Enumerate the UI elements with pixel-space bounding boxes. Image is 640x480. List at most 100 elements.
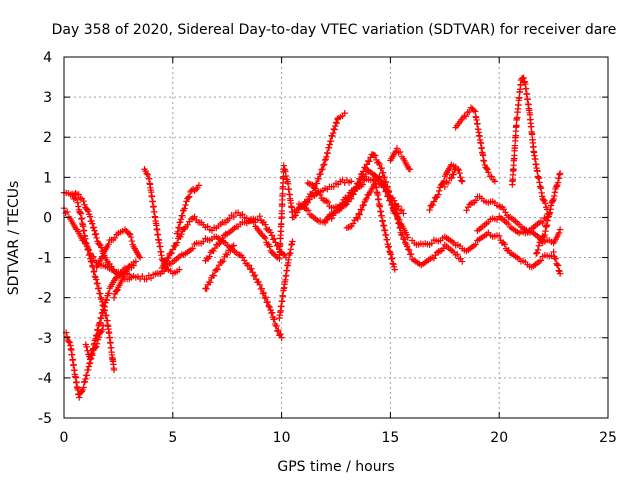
data-point: [113, 287, 120, 294]
data-point: [392, 205, 400, 212]
data-point: [546, 209, 554, 216]
data-point: [179, 212, 186, 219]
data-point: [429, 201, 437, 209]
data-point: [516, 94, 523, 101]
data-point: [265, 302, 272, 310]
data-point: [393, 209, 401, 217]
data-point: [407, 250, 415, 258]
data-point: [324, 150, 331, 157]
data-point: [346, 223, 354, 231]
data-point: [98, 298, 106, 305]
grid-layer: [64, 57, 608, 418]
data-point: [330, 183, 338, 190]
y-tick-label: 1: [43, 170, 52, 186]
data-point: [385, 192, 392, 199]
series-prn-f: [93, 226, 144, 271]
data-point: [195, 182, 203, 189]
data-point: [91, 227, 98, 234]
data-point: [86, 251, 93, 258]
data-point: [391, 266, 398, 273]
data-point: [552, 255, 559, 262]
data-point: [103, 296, 110, 304]
data-point: [278, 298, 286, 305]
data-point: [551, 192, 558, 200]
data-point: [535, 242, 543, 249]
data-point: [458, 177, 465, 184]
y-tick-label: -3: [38, 331, 52, 347]
y-tick-label: -2: [38, 291, 52, 307]
data-point: [393, 145, 401, 152]
data-point: [214, 265, 221, 273]
x-tick-label: 10: [273, 430, 291, 446]
data-point: [376, 173, 383, 180]
data-point: [383, 188, 390, 195]
data-point: [539, 219, 546, 227]
data-point: [84, 347, 91, 354]
data-point: [523, 90, 531, 97]
data-point: [329, 132, 336, 140]
data-point: [534, 246, 542, 254]
data-point: [120, 273, 128, 280]
data-point: [327, 137, 335, 145]
data-point: [550, 195, 557, 203]
data-point: [553, 183, 560, 190]
data-point: [554, 261, 561, 269]
data-point: [86, 356, 94, 363]
data-point: [324, 198, 332, 206]
data-point: [274, 327, 281, 335]
data-point: [108, 263, 115, 270]
data-point: [150, 203, 157, 210]
data-point: [540, 196, 547, 204]
y-tick-label: -4: [38, 371, 52, 387]
data-point: [381, 174, 388, 181]
data-point: [96, 319, 104, 326]
data-point: [262, 294, 269, 301]
data-point: [175, 224, 183, 232]
data-point: [428, 240, 435, 247]
data-point: [472, 241, 479, 248]
data-point: [533, 249, 541, 256]
series-prn-u: [391, 200, 466, 269]
data-point: [90, 268, 97, 276]
data-point: [283, 267, 291, 274]
data-point: [321, 161, 328, 168]
data-point: [230, 242, 237, 249]
data-point: [332, 122, 339, 130]
data-point: [93, 340, 101, 347]
x-tick-label: 25: [599, 430, 617, 446]
data-point: [398, 206, 406, 214]
data-point: [105, 290, 113, 297]
data-point: [278, 334, 285, 341]
data-point: [94, 280, 101, 287]
data-point: [302, 198, 310, 205]
data-point: [277, 330, 284, 338]
data-point: [89, 220, 96, 227]
data-point: [444, 179, 452, 187]
series-prn-g: [110, 258, 140, 302]
data-point: [168, 249, 175, 257]
data-point: [260, 233, 268, 240]
data-point: [204, 223, 211, 230]
data-point: [99, 322, 107, 329]
data-point: [366, 158, 373, 165]
series-prn-z: [474, 210, 553, 237]
data-point: [386, 197, 393, 204]
data-point: [89, 262, 96, 269]
data-point: [308, 190, 315, 198]
data-point: [91, 231, 99, 238]
data-point: [344, 198, 352, 205]
data-point: [262, 234, 269, 242]
data-point: [450, 171, 457, 178]
data-point: [304, 197, 311, 205]
data-point: [404, 234, 412, 241]
data-point: [181, 205, 188, 212]
data-point: [64, 208, 71, 216]
data-point: [93, 343, 100, 350]
data-point: [75, 203, 82, 210]
data-point: [284, 180, 292, 187]
data-point: [360, 201, 367, 209]
data-point: [93, 276, 100, 283]
data-point: [379, 180, 386, 187]
data-point: [454, 251, 461, 258]
data-point: [258, 285, 266, 292]
